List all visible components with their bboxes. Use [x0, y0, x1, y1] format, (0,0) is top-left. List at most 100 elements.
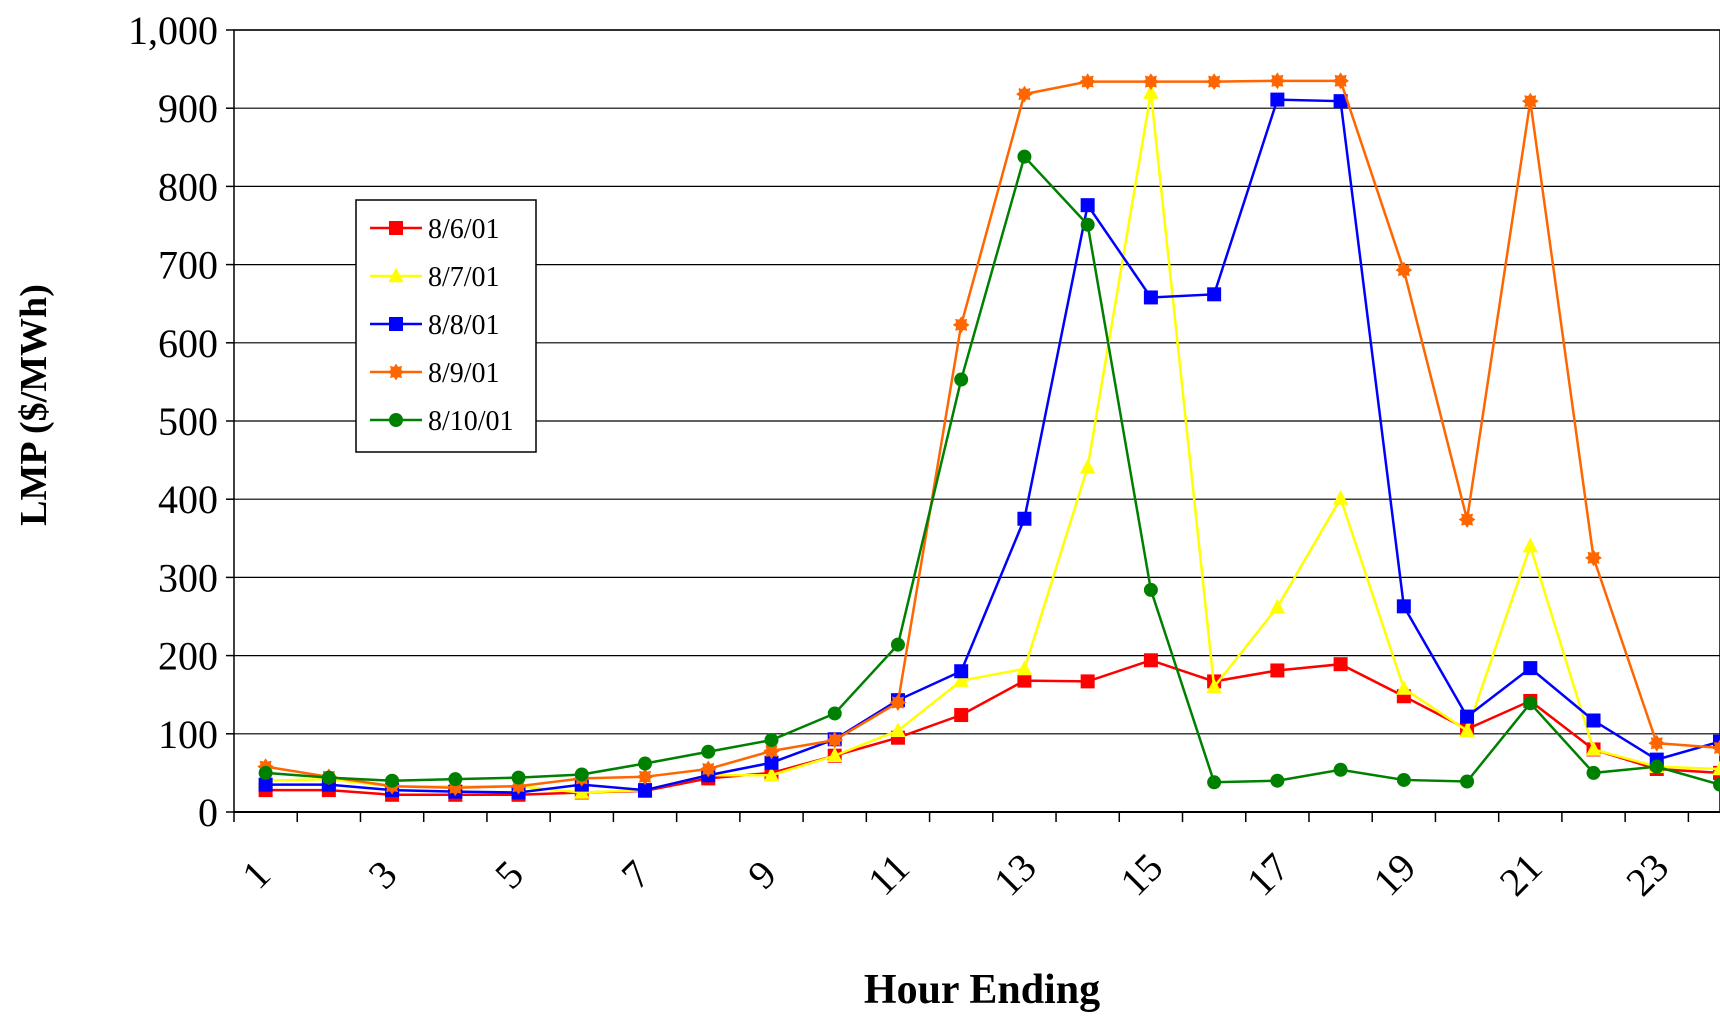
data-point	[258, 777, 273, 792]
legend-marker	[388, 267, 404, 283]
data-point	[511, 770, 526, 785]
data-point	[1142, 73, 1160, 91]
data-point	[1521, 92, 1539, 110]
data-point	[1205, 73, 1223, 91]
legend-item: 8/10/01	[370, 406, 514, 437]
data-point	[1460, 774, 1475, 789]
data-point	[953, 672, 969, 687]
data-point	[1711, 739, 1720, 757]
data-point	[321, 770, 336, 785]
x-tick-label: 23	[1617, 844, 1677, 904]
data-point	[889, 694, 907, 711]
legend-box	[355, 199, 537, 453]
data-point	[1333, 657, 1348, 672]
x-tick-label: 3	[360, 851, 406, 897]
data-point	[1269, 598, 1286, 614]
data-point	[827, 747, 843, 762]
y-tick-label: 1,000	[128, 8, 218, 53]
data-point	[1396, 772, 1411, 787]
series-line	[265, 658, 1720, 797]
data-point	[1206, 678, 1222, 694]
x-tick-label: 7	[612, 851, 658, 897]
data-point	[1332, 72, 1349, 90]
data-point	[1395, 261, 1413, 279]
legend-item: 8/7/01	[370, 262, 500, 293]
data-point	[638, 756, 653, 771]
data-point	[1648, 734, 1666, 752]
data-point	[890, 637, 905, 652]
data-point	[1458, 511, 1476, 528]
data-point	[1080, 198, 1095, 213]
data-point	[1017, 511, 1032, 526]
data-point	[764, 733, 779, 748]
series-8-10-01	[258, 149, 1720, 792]
data-point	[1333, 94, 1348, 109]
x-tick-label: 11	[859, 845, 918, 904]
data-point	[1459, 722, 1475, 737]
legend-label: 8/9/01	[428, 358, 500, 389]
data-point	[699, 760, 717, 778]
legend-label: 8/10/01	[428, 406, 514, 437]
series-line	[265, 79, 1720, 790]
y-tick-label: 900	[158, 86, 218, 131]
data-point	[1396, 680, 1412, 695]
data-point	[954, 372, 969, 387]
x-tick-label: 9	[739, 851, 785, 897]
data-point	[448, 772, 463, 787]
series-line	[265, 154, 1720, 786]
data-point	[258, 765, 273, 780]
y-axis-label: LMP ($/MWh)	[13, 284, 55, 526]
data-point	[1080, 217, 1095, 232]
data-point	[1016, 85, 1033, 103]
data-point	[954, 664, 969, 679]
data-point	[701, 744, 716, 759]
legend: 8/6/01 8/7/01 8/8/01 8/9/01 8/10/01	[355, 199, 537, 453]
data-point	[1712, 760, 1720, 776]
data-point	[1207, 287, 1222, 302]
data-point	[1270, 92, 1285, 107]
series-group	[257, 72, 1720, 802]
data-point	[1585, 549, 1602, 567]
data-point	[1333, 762, 1348, 777]
data-point	[1523, 661, 1538, 676]
data-point	[1649, 759, 1664, 774]
data-point	[1713, 777, 1720, 792]
data-point	[1268, 72, 1286, 90]
data-point	[954, 708, 969, 723]
x-tick-label: 13	[985, 844, 1045, 904]
data-point	[1143, 653, 1158, 668]
legend-label: 8/7/01	[428, 262, 500, 293]
y-tick-label: 200	[158, 634, 218, 679]
series-line	[265, 98, 1720, 794]
data-point	[1143, 582, 1158, 597]
legend-marker	[389, 413, 403, 427]
data-point	[1332, 490, 1349, 505]
data-point	[1017, 149, 1032, 164]
data-point	[827, 706, 842, 721]
data-point	[1713, 734, 1720, 749]
data-point	[638, 783, 653, 798]
x-tick-label: 21	[1491, 844, 1551, 904]
data-point	[763, 742, 780, 760]
data-point	[1460, 709, 1475, 724]
y-tick-label: 500	[158, 399, 218, 444]
data-point	[1585, 741, 1602, 756]
data-point	[1143, 84, 1159, 99]
data-point	[952, 316, 970, 334]
data-point	[1270, 773, 1285, 788]
data-point	[636, 768, 654, 786]
x-tick-label: 5	[486, 851, 532, 897]
data-point	[1523, 696, 1538, 711]
data-point	[1586, 713, 1601, 728]
data-point	[1207, 775, 1222, 790]
series-8-9-01	[257, 72, 1720, 797]
data-point	[1080, 674, 1095, 689]
legend-label: 8/8/01	[428, 310, 500, 341]
data-point	[574, 767, 589, 782]
data-point	[1079, 73, 1097, 91]
legend-item: 8/9/01	[370, 358, 500, 389]
legend-marker	[389, 317, 403, 331]
data-point	[1270, 663, 1285, 678]
y-tick-label: 100	[158, 712, 218, 757]
